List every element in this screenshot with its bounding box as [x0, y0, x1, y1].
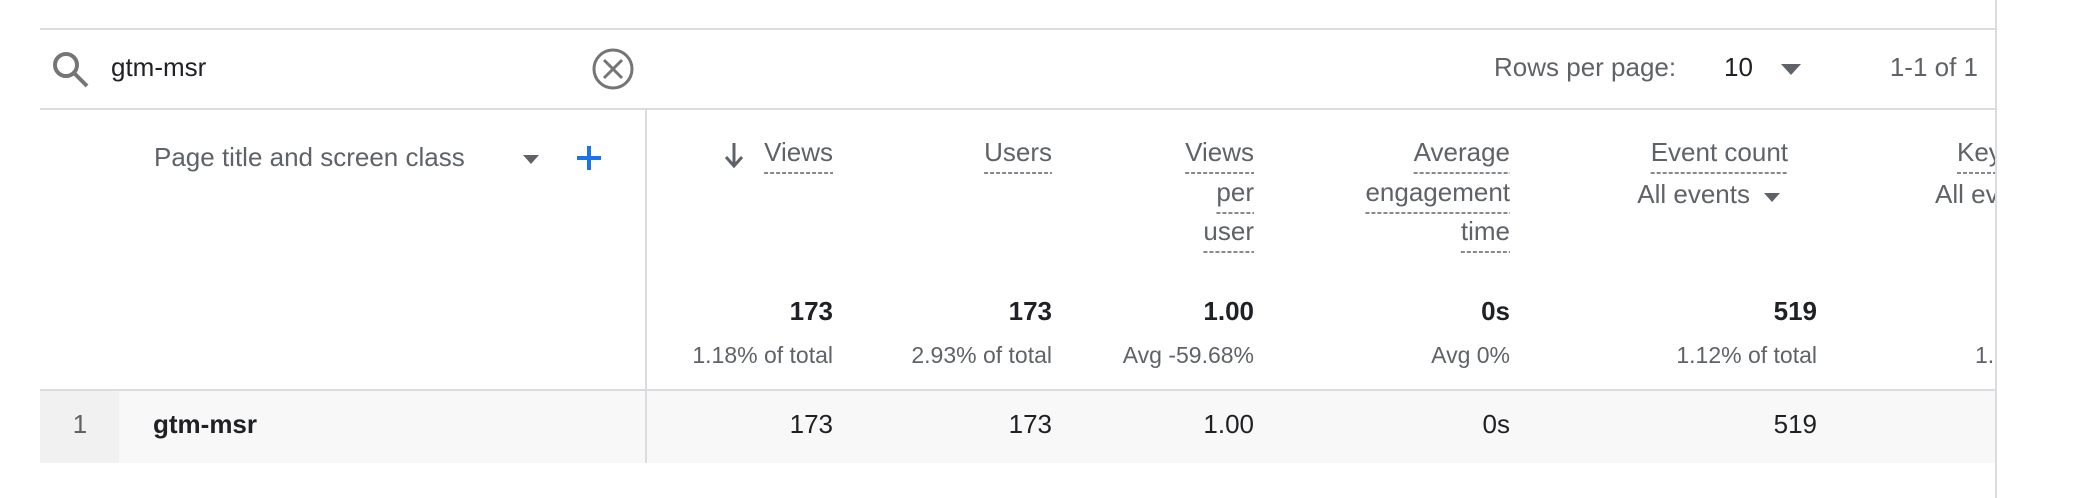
search-icon[interactable]	[53, 52, 89, 88]
dimension-header[interactable]: Page title and screen class	[154, 142, 465, 172]
total-note: Avg -59.68%	[1123, 342, 1254, 368]
column-header[interactable]: Key	[1957, 137, 2002, 167]
column-header[interactable]: Views	[1185, 137, 1254, 167]
columns: Views 173 1.18% of total Users 173 2.93% of t…	[692, 137, 2002, 439]
rows-label: Rows per page:	[1494, 52, 1676, 82]
total-note: 1.	[1975, 342, 1994, 368]
cell-value: 173	[1009, 409, 1052, 439]
total-note: 2.93% of total	[911, 342, 1052, 368]
column-header[interactable]: Average	[1414, 137, 1510, 167]
add-dimension[interactable]	[577, 146, 601, 170]
total-note: Avg 0%	[1431, 342, 1510, 368]
metric-filter: All events	[1637, 179, 1750, 209]
total-note: 1.12% of total	[1676, 342, 1817, 368]
column-header[interactable]: user	[1203, 216, 1254, 246]
column-header[interactable]: per	[1216, 177, 1254, 207]
column-total: 173	[790, 296, 833, 326]
column-header[interactable]: Event count	[1651, 137, 1789, 167]
total-note: 1.18% of total	[692, 342, 833, 368]
search-query[interactable]: gtm-msr	[111, 52, 207, 82]
page-range: 1-1 of 1	[1890, 52, 1978, 82]
row-band	[40, 391, 1995, 463]
column-header[interactable]: Views	[764, 137, 833, 167]
cell-value: 0s	[1483, 409, 1510, 439]
row-title: gtm-msr	[153, 409, 257, 439]
index-cell	[40, 391, 119, 463]
clear-icon[interactable]	[592, 48, 634, 90]
dropdown-arrow[interactable]	[523, 155, 539, 164]
column-header[interactable]: Users	[984, 137, 1052, 167]
sort-arrow	[724, 143, 744, 169]
cell-value: 173	[790, 409, 833, 439]
column-total: 519	[1774, 296, 1817, 326]
dropdown-arrow	[1764, 193, 1780, 202]
column-header[interactable]: engagement	[1365, 177, 1510, 207]
rows-select[interactable]: 10	[1724, 52, 1753, 82]
cell-value: 519	[1774, 409, 1817, 439]
column-total: 0s	[1481, 296, 1510, 326]
dropdown-arrow[interactable]	[1781, 64, 1801, 75]
column-total: 173	[1009, 296, 1052, 326]
column-total: 1.00	[1203, 296, 1254, 326]
row-index: 1	[73, 409, 87, 439]
cell-value: 1.00	[1203, 409, 1254, 439]
metric-filter: All ev	[1935, 179, 1999, 209]
column-header[interactable]: time	[1461, 216, 1510, 246]
